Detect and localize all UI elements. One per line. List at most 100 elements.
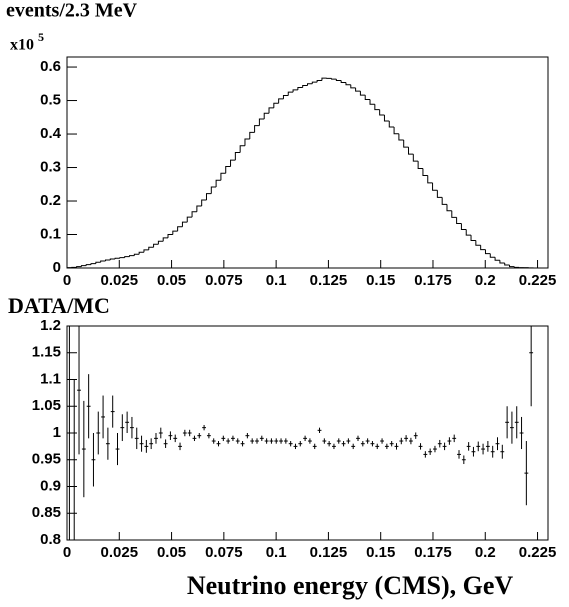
histogram-bin [369, 99, 375, 105]
histogram-bin [480, 245, 486, 251]
y-tick-label: 0.3 [40, 158, 61, 175]
histogram-bin [470, 235, 476, 242]
x-tick-label: 0.2 [475, 544, 496, 561]
histogram-bin [398, 133, 404, 141]
histogram-bin [196, 205, 202, 212]
histogram-bin [201, 199, 207, 207]
histogram-bin [230, 159, 236, 167]
histogram-bin [143, 249, 149, 253]
histogram-bin [412, 154, 419, 162]
histogram-bin [408, 147, 414, 155]
histogram-bin [403, 140, 409, 148]
x-tick-label: 0.175 [414, 272, 452, 289]
histogram-bin [321, 77, 327, 81]
y-tick-label: 1.1 [40, 370, 61, 387]
histogram-bin [215, 179, 221, 187]
histogram-bin [278, 98, 284, 104]
x-tick-label: 0.025 [101, 272, 139, 289]
histogram-bin [441, 197, 447, 205]
histogram-bin [258, 118, 265, 126]
histogram-bin [446, 204, 452, 212]
histogram-bin [465, 229, 472, 236]
histogram-bin [484, 249, 491, 255]
histogram-bin [393, 126, 399, 135]
histogram-bin [436, 190, 443, 198]
histogram-bin [273, 102, 279, 108]
y-tick-label: 0.8 [40, 531, 61, 548]
y-tick-label: 0.5 [40, 92, 61, 109]
y-tick-label: 0.1 [40, 225, 61, 242]
y-tick-label: 0 [53, 259, 61, 276]
histogram-bin [379, 109, 385, 116]
histogram-bin [350, 84, 356, 89]
histogram-bin [287, 91, 294, 96]
histogram-bin [249, 131, 255, 140]
histogram-bin [85, 264, 92, 266]
histogram-bin [460, 223, 467, 230]
y-multiplier-exponent: 5 [38, 30, 44, 44]
histogram-bin [104, 259, 111, 261]
x-tick-label: 0 [63, 272, 71, 289]
y-tick-label: 0.95 [32, 451, 61, 468]
histogram-bin [489, 253, 496, 258]
histogram-bin [177, 226, 183, 232]
x-tick-label: 0.175 [414, 544, 452, 561]
x-tick-label: 0.15 [366, 272, 395, 289]
histogram-bin [494, 257, 500, 261]
y-multiplier: x10 [10, 37, 34, 54]
histogram-bin [345, 82, 351, 86]
histogram-bin [80, 265, 87, 267]
x-tick-label: 0.125 [310, 272, 348, 289]
histogram-bin [331, 78, 337, 80]
histogram-bin [157, 240, 164, 245]
x-tick-label: 0.025 [101, 544, 139, 561]
histogram-bin [427, 175, 433, 184]
x-tick-label: 0.075 [205, 544, 243, 561]
histogram-bin [133, 253, 140, 256]
histogram-bin [456, 217, 462, 224]
y-tick-label: 0.2 [40, 192, 61, 209]
y-tick-label: 0.4 [40, 125, 62, 142]
histogram-bin [225, 166, 231, 174]
x-tick-label: 0.2 [475, 272, 496, 289]
histogram-bin [364, 95, 371, 101]
histogram-bin [162, 237, 169, 242]
histogram-bin [513, 266, 520, 268]
histogram-bin [355, 87, 361, 92]
histogram-bin [148, 246, 154, 250]
histogram-bin [167, 234, 173, 238]
y-tick-label: 1.05 [32, 397, 61, 414]
histogram-bin [374, 104, 380, 111]
x-tick-label: 0.125 [310, 544, 348, 561]
histogram-bin [124, 256, 130, 258]
y-tick-label: 1.15 [32, 344, 61, 361]
y-tick-label: 0.6 [40, 58, 61, 75]
histogram-bin [100, 260, 106, 263]
histogram-bin [311, 81, 318, 84]
histogram-bin [335, 79, 342, 81]
histogram-bin [181, 221, 188, 227]
x-axis-label: Neutrino energy (CMS), GeV [187, 571, 514, 600]
histogram-bin [153, 243, 159, 248]
x-tick-label: 0.225 [519, 272, 557, 289]
histogram-bin [417, 161, 423, 170]
histogram-bin [205, 193, 212, 201]
histogram-bin [422, 168, 428, 177]
histogram-bin [451, 210, 457, 218]
x-tick-label: 0.05 [157, 272, 186, 289]
histogram-bin [109, 258, 116, 260]
histogram-bin [432, 182, 438, 191]
histogram-bin [268, 107, 274, 114]
histogram-bin [210, 186, 217, 194]
histogram-bin [340, 80, 346, 83]
histogram-bin [186, 216, 193, 223]
histogram-bin [138, 251, 144, 255]
x-tick-label: 0.1 [266, 544, 287, 561]
y-tick-label: 1 [53, 424, 61, 441]
y-tick-label: 1.2 [40, 317, 61, 334]
histogram-bin [302, 84, 308, 88]
histogram-bin [234, 151, 241, 161]
histogram-bin [119, 257, 125, 259]
histogram-bin [297, 86, 303, 90]
histogram-bin [95, 261, 101, 264]
